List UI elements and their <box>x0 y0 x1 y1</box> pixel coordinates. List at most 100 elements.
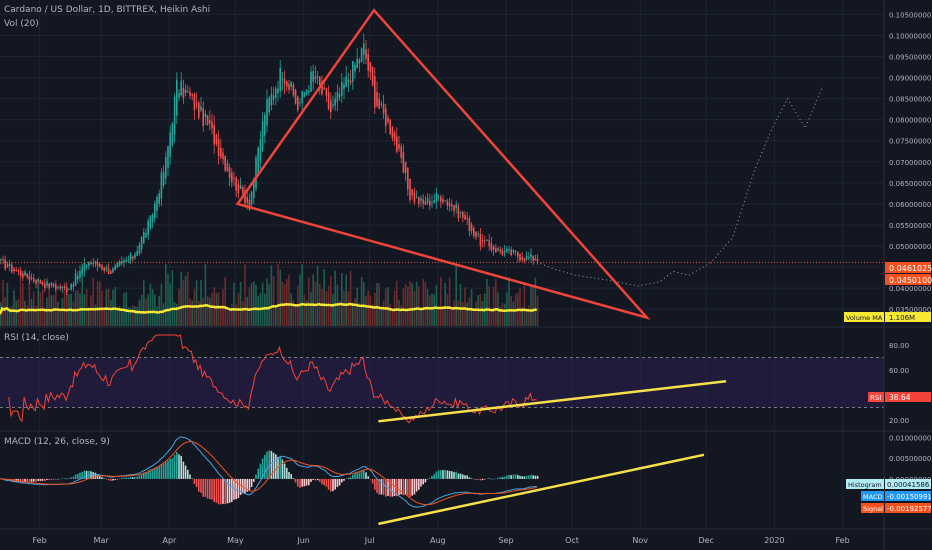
volume-bar <box>446 294 449 326</box>
candle <box>121 260 123 264</box>
candle <box>418 197 420 205</box>
macd-histogram-bar <box>50 478 53 480</box>
signal-tag-label: Signal <box>863 505 883 513</box>
candle <box>8 263 11 266</box>
candle <box>345 76 347 87</box>
macd-histogram-bar <box>418 478 420 490</box>
volume-bar <box>143 279 145 326</box>
volume-bar <box>424 282 427 326</box>
volume-bar <box>429 295 431 326</box>
macd-histogram-bar <box>151 469 154 479</box>
candle <box>294 89 297 104</box>
volume-bar <box>189 298 191 326</box>
candle <box>308 91 310 93</box>
macd-histogram-bar <box>121 477 123 479</box>
volume-bar <box>28 277 31 326</box>
macd-histogram-bar <box>429 477 431 479</box>
rsi-trend-line[interactable] <box>378 380 727 423</box>
candle <box>415 197 418 199</box>
candle <box>26 273 28 278</box>
macd-histogram-bar <box>495 478 497 480</box>
volume-bar <box>169 283 171 326</box>
candle <box>211 121 213 129</box>
volume-bar <box>239 282 242 326</box>
volume-bar <box>488 285 490 326</box>
candle <box>387 117 389 122</box>
macd-histogram-bar <box>35 478 37 482</box>
volume-bar <box>57 301 59 326</box>
volume-bar <box>462 302 464 326</box>
candle <box>470 224 473 231</box>
volume-bar <box>226 310 229 326</box>
macd-histogram-bar <box>479 478 482 481</box>
volume-bar <box>503 303 506 326</box>
macd-histogram-bar <box>365 472 367 479</box>
volume-bar <box>338 300 341 326</box>
price-tick-label: 0.08500000 <box>889 96 931 104</box>
volume-bar <box>209 297 211 326</box>
time-tick-label: Oct <box>565 536 579 545</box>
volume-legend: Vol (20) <box>4 19 39 29</box>
candle <box>492 246 495 251</box>
candle <box>352 60 354 82</box>
last-price-tag-bg <box>885 262 931 273</box>
candle <box>290 82 292 88</box>
price-tick-label: 0.03500000 <box>889 306 931 314</box>
candle <box>490 243 493 250</box>
candle <box>222 152 224 160</box>
macd-histogram-bar <box>268 450 270 479</box>
volume-bar <box>532 285 534 326</box>
macd-histogram-bar <box>440 470 442 479</box>
time-tick-label: May <box>227 536 244 545</box>
candle <box>409 178 411 201</box>
volume-bar <box>13 290 15 326</box>
candle <box>180 80 182 96</box>
macd-histogram-bar <box>169 458 171 479</box>
candle <box>521 257 523 260</box>
volume-bar <box>198 301 200 326</box>
candle <box>46 281 48 286</box>
volume-bar <box>257 295 259 326</box>
macd-histogram-bar <box>22 478 24 483</box>
candle <box>44 283 46 288</box>
candle <box>96 262 99 266</box>
candle <box>479 233 482 247</box>
candle <box>110 271 112 274</box>
macd-histogram-bar <box>99 475 101 479</box>
macd-trend-line[interactable] <box>378 453 705 526</box>
macd-histogram-bar <box>244 478 246 494</box>
price-tick-label: 0.05500000 <box>889 222 931 230</box>
candle <box>242 187 244 194</box>
volume-bar <box>8 307 11 326</box>
macd-histogram-bar <box>490 478 493 480</box>
candle <box>37 279 39 282</box>
volume-bar <box>330 275 332 326</box>
candle <box>103 267 105 272</box>
histogram-tag-bg <box>846 479 884 489</box>
candle <box>268 97 270 113</box>
volume-bar <box>228 308 231 326</box>
price-tick-label: 0.04000000 <box>889 285 931 293</box>
macd-histogram-bar <box>110 478 112 481</box>
volume-bar <box>286 279 288 326</box>
macd-histogram-bar <box>198 478 200 492</box>
candle <box>246 196 248 203</box>
candle <box>365 49 367 60</box>
volume-bar <box>459 284 462 326</box>
volume-bar <box>525 309 528 326</box>
candle <box>206 115 209 125</box>
volume-bar <box>407 286 409 326</box>
volume-bar <box>44 307 46 326</box>
wedge-triangle[interactable] <box>235 8 651 320</box>
rsi-value-bg <box>885 392 931 402</box>
volume-bar <box>24 300 26 326</box>
candle <box>88 261 90 267</box>
candle <box>321 81 323 94</box>
volume-bar <box>136 306 138 326</box>
candle <box>266 99 268 126</box>
macd-histogram-bar <box>530 474 532 479</box>
macd-histogram-bar <box>336 478 339 487</box>
time-tick-label: Sep <box>498 536 513 545</box>
volume-bar <box>371 304 374 326</box>
